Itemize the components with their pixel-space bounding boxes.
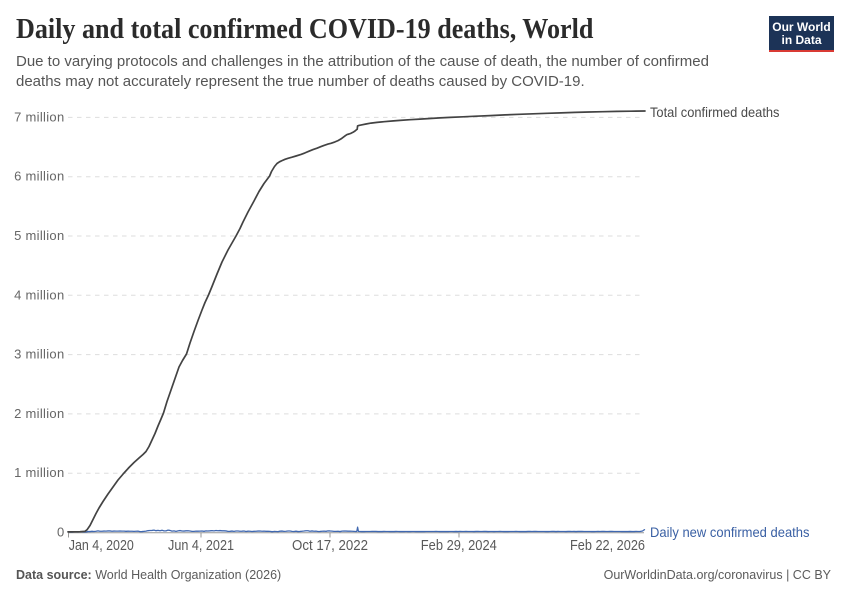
svg-text:5 million: 5 million [14,228,64,243]
svg-text:Feb 22, 2026: Feb 22, 2026 [570,538,645,554]
svg-text:6 million: 6 million [14,169,64,184]
svg-text:Total confirmed deaths: Total confirmed deaths [650,104,780,120]
svg-text:7 million: 7 million [14,109,64,124]
svg-text:Oct 17, 2022: Oct 17, 2022 [292,538,368,554]
svg-text:4 million: 4 million [14,287,64,302]
svg-text:Feb 29, 2024: Feb 29, 2024 [421,538,497,554]
svg-text:Daily new confirmed deaths: Daily new confirmed deaths [650,524,810,540]
svg-text:Jan 4, 2020: Jan 4, 2020 [69,538,134,554]
svg-text:2 million: 2 million [14,406,64,421]
svg-text:3 million: 3 million [14,347,64,362]
svg-text:1 million: 1 million [14,465,64,480]
svg-text:Jun 4, 2021: Jun 4, 2021 [168,538,234,554]
svg-text:0: 0 [57,525,65,540]
